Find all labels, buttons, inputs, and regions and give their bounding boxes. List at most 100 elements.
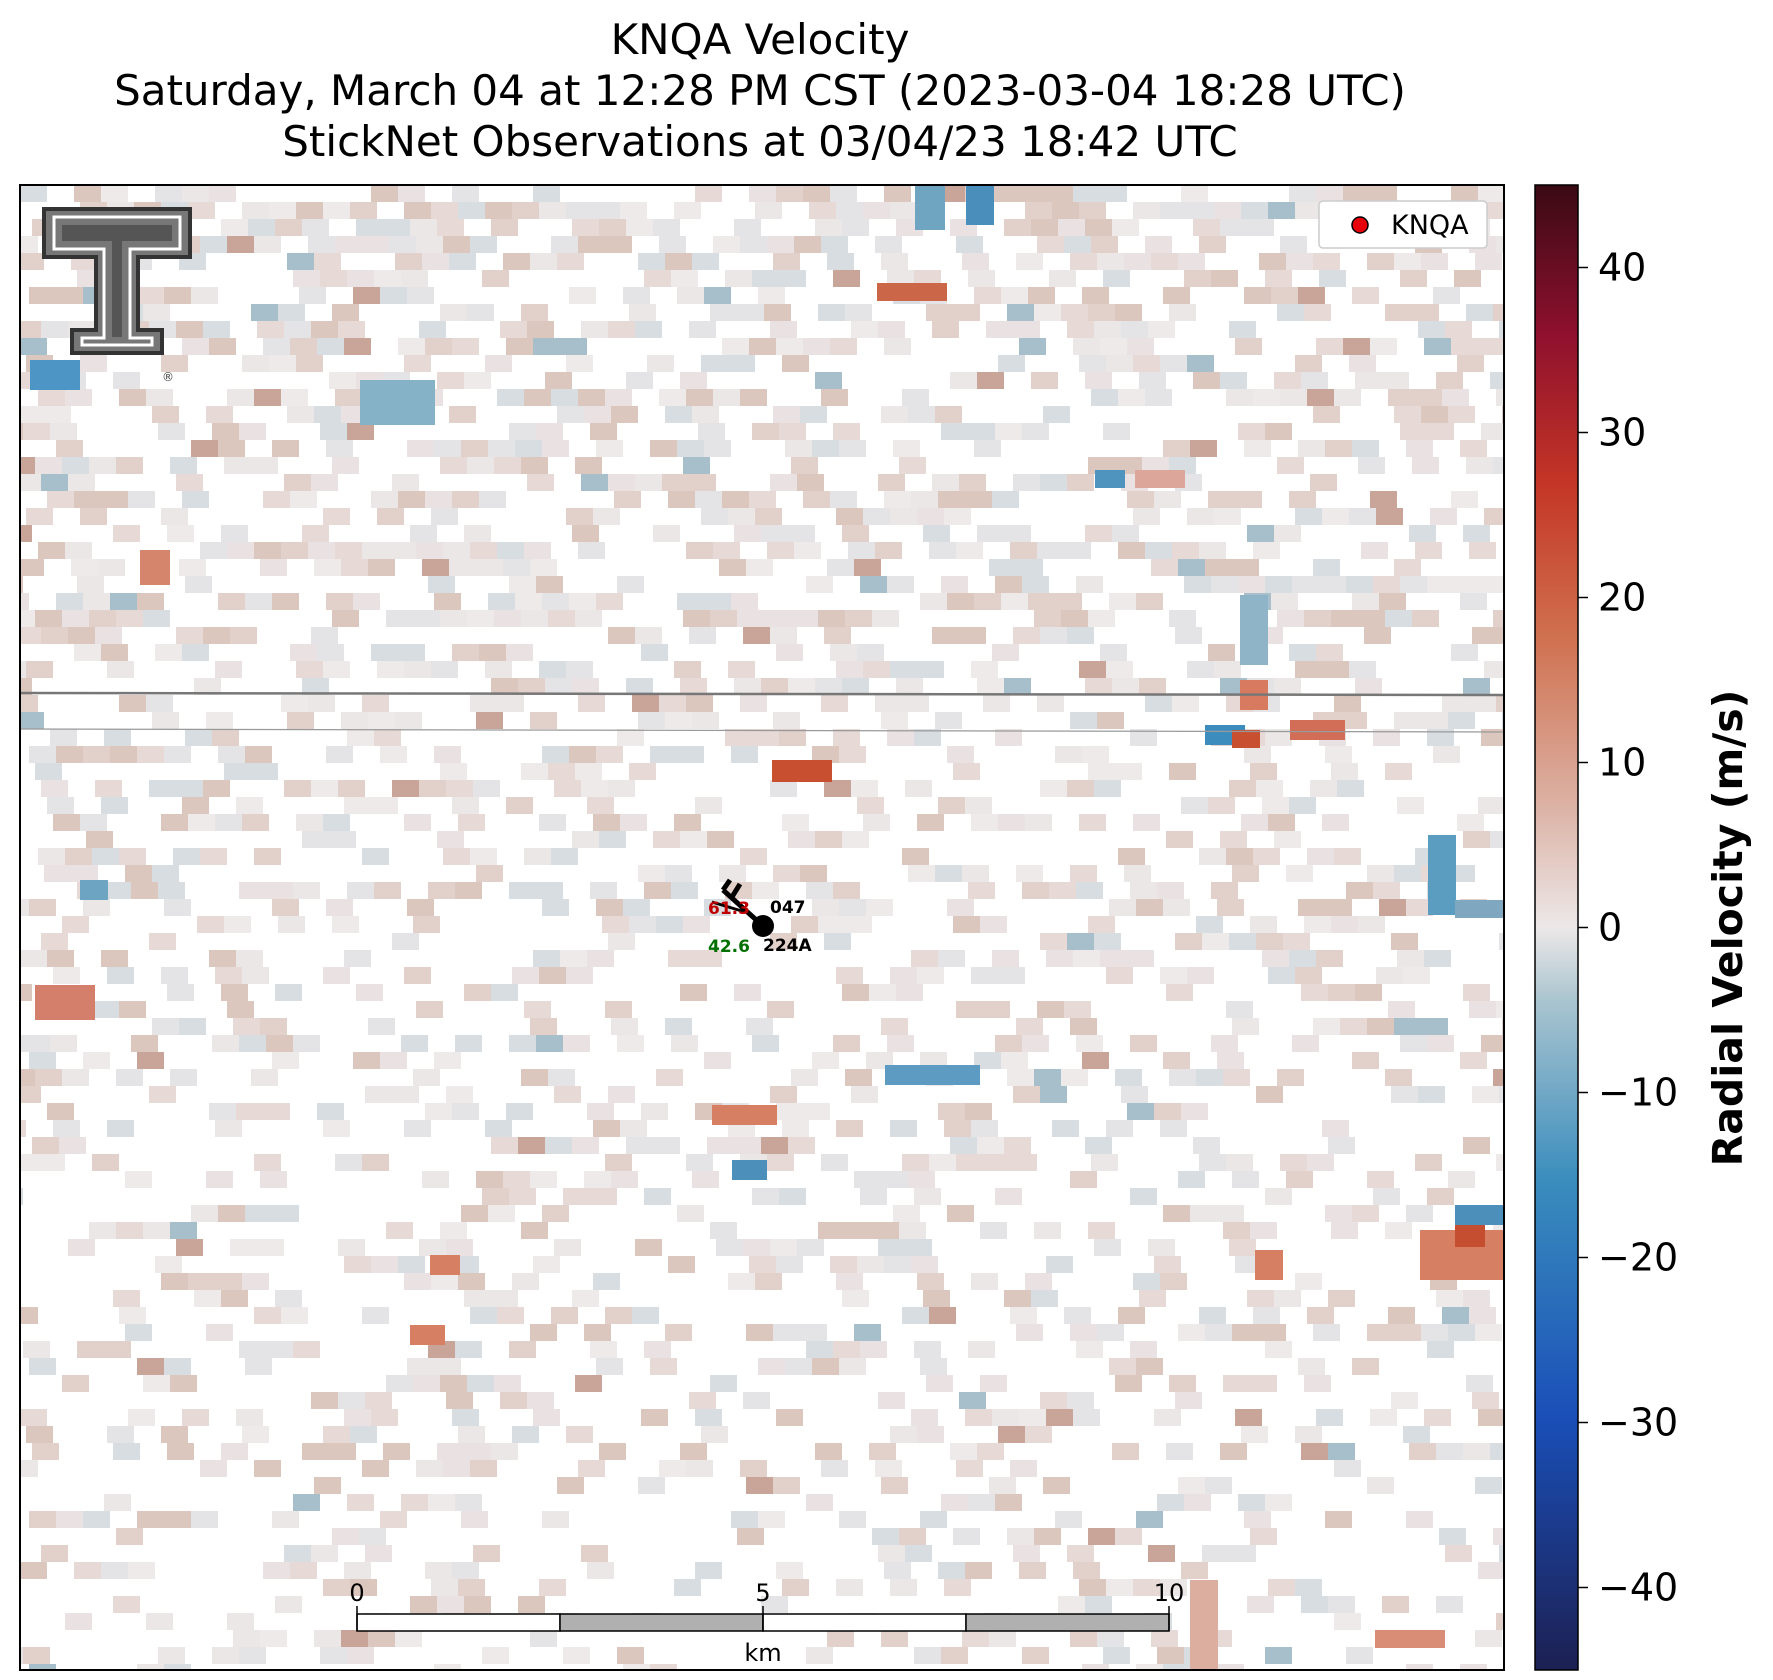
radar-cell <box>767 1154 794 1171</box>
radar-cell <box>470 236 497 253</box>
title-line-3: StickNet Observations at 03/04/23 18:42 … <box>282 117 1238 166</box>
radar-cell <box>596 746 623 763</box>
radar-cell <box>1175 1392 1202 1409</box>
radar-cell <box>686 389 713 406</box>
radar-cell <box>116 1222 143 1239</box>
radar-cell <box>869 1443 896 1460</box>
radar-cell <box>1226 848 1253 865</box>
radar-cell <box>1322 1120 1349 1137</box>
radar-cell <box>1016 865 1043 882</box>
radar-cell <box>785 440 812 457</box>
radar-cell <box>1424 1409 1451 1426</box>
radar-cell <box>101 491 128 508</box>
radar-cell <box>1034 304 1061 321</box>
radar-cell <box>1067 780 1094 797</box>
radar-cell <box>1325 1511 1352 1528</box>
radar-cell <box>398 185 425 202</box>
radar-cell <box>1097 1324 1124 1341</box>
radar-cell <box>563 1188 590 1205</box>
radar-cell <box>995 1035 1022 1052</box>
radar-cell <box>218 593 245 610</box>
radar-cell <box>143 610 170 627</box>
radar-cell <box>65 542 92 559</box>
radar-cell <box>251 763 278 780</box>
radar-cell <box>1085 525 1112 542</box>
radar-cell <box>20 1409 47 1426</box>
radar-cell <box>362 236 389 253</box>
radar-cell <box>20 372 32 389</box>
radar-cell <box>272 899 299 916</box>
radar-cell <box>518 678 545 695</box>
radar-cell <box>1211 1035 1238 1052</box>
radar-cell <box>482 270 509 287</box>
radar-cell <box>371 644 398 661</box>
map-area[interactable] <box>0 168 1529 1680</box>
radar-cell <box>1436 1443 1463 1460</box>
radar-cell <box>230 627 257 644</box>
radar-cell <box>422 559 449 576</box>
radar-cell <box>836 1120 863 1137</box>
radar-cell <box>1352 593 1379 610</box>
radar-cell <box>668 491 695 508</box>
radar-cell <box>632 1307 659 1324</box>
radar-cell <box>758 1358 785 1375</box>
radar-cell <box>1364 627 1391 644</box>
radar-cell <box>1205 559 1232 576</box>
radar-cell <box>1448 712 1475 729</box>
radar-cell <box>62 1375 89 1392</box>
radar-cell <box>344 1256 371 1273</box>
radar-cell <box>1163 1052 1190 1069</box>
radar-cell <box>362 542 389 559</box>
radar-cell <box>35 610 62 627</box>
radar-cell <box>1136 1664 1163 1670</box>
radar-cell <box>290 644 317 661</box>
radar-cell-highlight <box>1375 1630 1445 1648</box>
radar-cell <box>1469 695 1496 712</box>
radar-cell <box>1253 389 1280 406</box>
radar-cell <box>755 508 782 525</box>
radar-cell <box>35 763 62 780</box>
radar-cell <box>467 304 494 321</box>
radar-cell <box>1436 1596 1463 1613</box>
radar-cell <box>842 219 869 236</box>
radar-cell <box>725 729 752 746</box>
radar-cell <box>914 1188 941 1205</box>
sticknet-station-plot[interactable]: 61.3 047 42.6 224A <box>708 878 812 957</box>
radar-cell <box>686 1460 713 1477</box>
radar-cell <box>905 1239 932 1256</box>
radar-cell <box>1406 1664 1433 1670</box>
radar-cell <box>446 780 473 797</box>
radar-cell <box>1286 1171 1313 1188</box>
radar-cell <box>773 1477 800 1494</box>
radar-cell <box>353 1052 380 1069</box>
radar-cell <box>980 1222 1007 1239</box>
radar-cell <box>965 1562 992 1579</box>
radar-cell <box>311 627 338 644</box>
radar-cell <box>980 1375 1007 1392</box>
radar-cell <box>1070 1630 1097 1647</box>
radar-cell <box>917 1426 944 1443</box>
radar-cell <box>689 321 716 338</box>
radar-cell <box>1184 576 1211 593</box>
colorbar-tick-label: −20 <box>1598 1236 1678 1280</box>
radar-cell <box>1442 389 1469 406</box>
radar-cell <box>605 1154 632 1171</box>
radar-cell <box>80 355 107 372</box>
radar-cell <box>161 1273 188 1290</box>
radar-cell <box>728 1273 755 1290</box>
radar-cell <box>1208 797 1235 814</box>
radar-cell <box>911 1409 938 1426</box>
radar-cell <box>1076 1035 1103 1052</box>
radar-cell <box>1109 899 1136 916</box>
radar-cell <box>1289 644 1316 661</box>
title-line-2: Saturday, March 04 at 12:28 PM CST (2023… <box>114 66 1406 115</box>
radar-cell <box>608 1086 635 1103</box>
radar-cell <box>815 831 842 848</box>
radar-cell <box>0 219 5 236</box>
radar-cell <box>1175 933 1202 950</box>
radar-cell <box>323 1579 350 1596</box>
radar-cell <box>155 1256 182 1273</box>
radar-cell <box>428 576 455 593</box>
radar-cell <box>1226 389 1253 406</box>
